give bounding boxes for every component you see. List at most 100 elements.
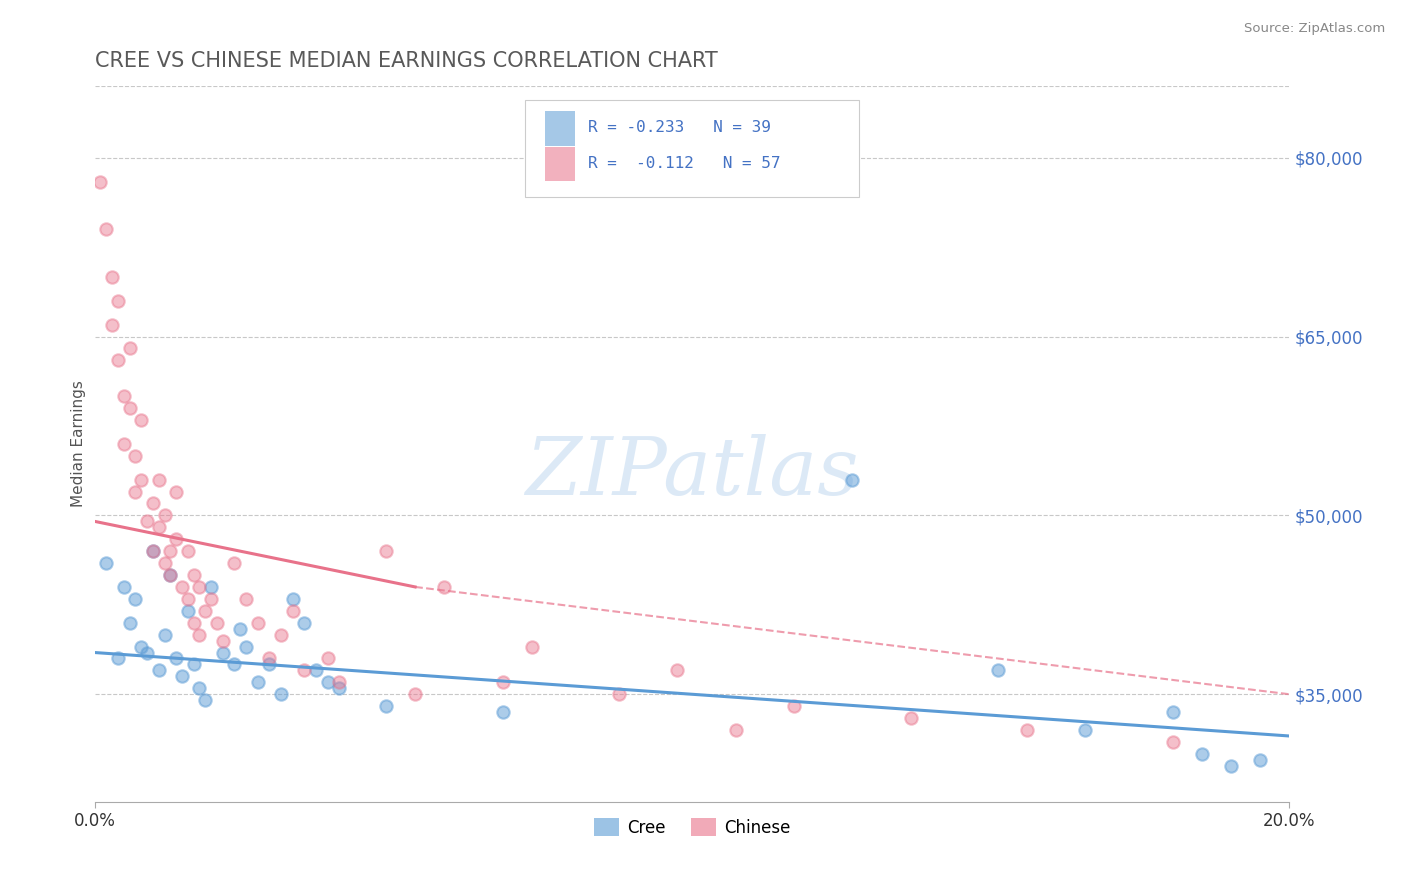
Point	[188, 580, 211, 594]
Point	[987, 664, 1010, 678]
Point	[246, 615, 269, 630]
Point	[194, 604, 217, 618]
Point	[1191, 747, 1213, 761]
Point	[433, 580, 456, 594]
Point	[124, 484, 146, 499]
Point	[101, 269, 124, 284]
Point	[666, 664, 689, 678]
Text: CREE VS CHINESE MEDIAN EARNINGS CORRELATION CHART: CREE VS CHINESE MEDIAN EARNINGS CORRELAT…	[94, 51, 717, 70]
Point	[520, 640, 543, 654]
Point	[170, 669, 193, 683]
Point	[211, 646, 233, 660]
Point	[153, 556, 176, 570]
Point	[142, 496, 165, 510]
Point	[783, 699, 806, 714]
Point	[270, 627, 292, 641]
Point	[183, 568, 205, 582]
Point	[246, 675, 269, 690]
Point	[1017, 723, 1039, 737]
Point	[200, 580, 222, 594]
Point	[96, 556, 118, 570]
Point	[148, 473, 170, 487]
Point	[375, 699, 398, 714]
Point	[165, 484, 187, 499]
Point	[118, 615, 141, 630]
Point	[841, 473, 863, 487]
Point	[259, 651, 281, 665]
Point	[259, 657, 281, 672]
Point	[491, 705, 513, 719]
Point	[183, 615, 205, 630]
Point	[96, 222, 118, 236]
Point	[89, 174, 111, 188]
FancyBboxPatch shape	[524, 101, 859, 197]
Point	[211, 633, 233, 648]
Point	[129, 413, 152, 427]
Point	[112, 437, 135, 451]
Point	[1249, 753, 1271, 767]
Point	[136, 514, 159, 528]
Point	[316, 675, 339, 690]
Point	[148, 520, 170, 534]
Point	[292, 664, 315, 678]
Point	[107, 293, 129, 308]
Y-axis label: Median Earnings: Median Earnings	[72, 380, 86, 508]
Point	[316, 651, 339, 665]
Point	[1220, 759, 1243, 773]
Point	[188, 627, 211, 641]
Point	[118, 342, 141, 356]
Point	[112, 580, 135, 594]
FancyBboxPatch shape	[546, 112, 575, 145]
Point	[235, 591, 257, 606]
FancyBboxPatch shape	[546, 147, 575, 181]
Point	[607, 687, 630, 701]
Point	[328, 675, 350, 690]
Point	[112, 389, 135, 403]
Point	[281, 591, 304, 606]
Point	[129, 473, 152, 487]
Point	[404, 687, 426, 701]
Point	[1161, 705, 1184, 719]
Text: R = -0.233   N = 39: R = -0.233 N = 39	[588, 120, 770, 135]
Point	[200, 591, 222, 606]
Point	[107, 651, 129, 665]
Point	[165, 651, 187, 665]
Point	[900, 711, 922, 725]
Point	[235, 640, 257, 654]
Point	[101, 318, 124, 332]
Point	[159, 544, 181, 558]
Point	[124, 449, 146, 463]
Text: R =  -0.112   N = 57: R = -0.112 N = 57	[588, 156, 780, 171]
Point	[124, 591, 146, 606]
Legend: Cree, Chinese: Cree, Chinese	[588, 812, 797, 843]
Text: Source: ZipAtlas.com: Source: ZipAtlas.com	[1244, 22, 1385, 36]
Point	[136, 646, 159, 660]
Point	[153, 508, 176, 523]
Point	[170, 580, 193, 594]
Point	[159, 568, 181, 582]
Point	[165, 533, 187, 547]
Point	[491, 675, 513, 690]
Point	[177, 591, 200, 606]
Point	[107, 353, 129, 368]
Point	[205, 615, 228, 630]
Point	[305, 664, 328, 678]
Point	[118, 401, 141, 415]
Point	[177, 604, 200, 618]
Point	[1074, 723, 1097, 737]
Point	[724, 723, 747, 737]
Point	[292, 615, 315, 630]
Text: ZIPatlas: ZIPatlas	[526, 434, 859, 511]
Point	[224, 657, 246, 672]
Point	[270, 687, 292, 701]
Point	[194, 693, 217, 707]
Point	[229, 622, 252, 636]
Point	[328, 681, 350, 696]
Point	[153, 627, 176, 641]
Point	[375, 544, 398, 558]
Point	[1161, 735, 1184, 749]
Point	[142, 544, 165, 558]
Point	[183, 657, 205, 672]
Point	[129, 640, 152, 654]
Point	[142, 544, 165, 558]
